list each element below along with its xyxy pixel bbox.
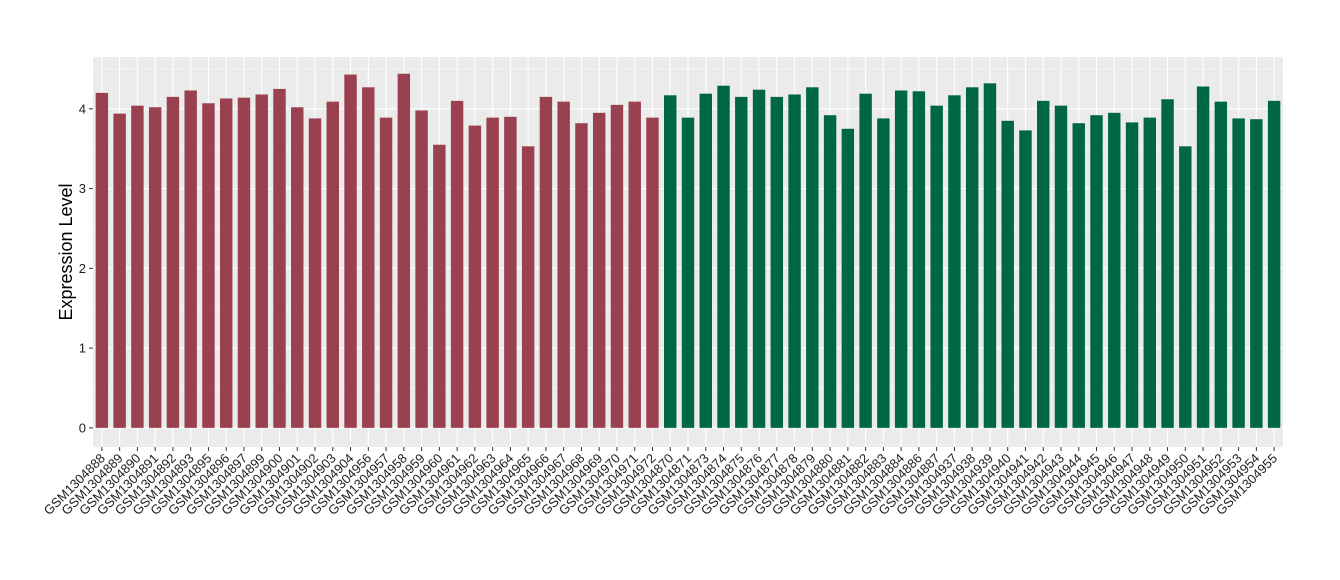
bar-GSM1304961 <box>450 100 464 428</box>
bar-GSM1304901 <box>291 107 304 428</box>
bar-GSM1304956 <box>362 87 375 428</box>
bar-GSM1304945 <box>1090 115 1103 428</box>
bar-GSM1304892 <box>166 96 180 428</box>
bar-GSM1304954 <box>1250 119 1263 428</box>
bar-GSM1304964 <box>504 116 517 428</box>
y-tick-label: 0 <box>79 420 86 435</box>
bar-GSM1304971 <box>628 101 641 428</box>
bar-GSM1304886 <box>912 91 926 428</box>
bar-GSM1304950 <box>1179 146 1192 428</box>
bar-GSM1304953 <box>1232 118 1245 428</box>
bar-GSM1304897 <box>237 97 251 428</box>
x-axis: GSM1304888GSM1304889GSM1304890GSM1304891… <box>41 447 1280 518</box>
bar-GSM1304890 <box>131 105 144 428</box>
y-tick-label: 1 <box>79 341 86 356</box>
bar-GSM1304942 <box>1037 100 1050 428</box>
bar-GSM1304952 <box>1214 101 1228 428</box>
bar-GSM1304878 <box>788 94 801 428</box>
bar-GSM1304955 <box>1267 100 1281 428</box>
bar-GSM1304949 <box>1161 99 1174 428</box>
bar-GSM1304879 <box>806 87 819 428</box>
bar-GSM1304966 <box>539 96 553 428</box>
bar-GSM1304884 <box>894 90 908 428</box>
bar-GSM1304896 <box>219 98 233 428</box>
bar-GSM1304937 <box>948 95 961 428</box>
bar-GSM1304895 <box>202 103 215 428</box>
bar-GSM1304944 <box>1072 123 1085 428</box>
bar-GSM1304943 <box>1054 105 1068 428</box>
bar-GSM1304871 <box>681 117 695 428</box>
bar-GSM1304958 <box>397 73 411 428</box>
bar-GSM1304951 <box>1196 86 1210 428</box>
bar-GSM1304888 <box>95 92 109 428</box>
bar-GSM1304948 <box>1143 117 1157 428</box>
bar-GSM1304947 <box>1125 122 1139 428</box>
bar-GSM1304962 <box>468 125 482 428</box>
bar-GSM1304870 <box>664 95 677 428</box>
bar-GSM1304877 <box>770 96 784 428</box>
bar-GSM1304967 <box>557 101 570 428</box>
bar-GSM1304960 <box>433 144 446 428</box>
bar-GSM1304903 <box>326 101 339 428</box>
bar-GSM1304939 <box>983 83 997 428</box>
y-axis-label: Expression Level <box>56 183 76 320</box>
bar-GSM1304875 <box>735 96 748 428</box>
bar-GSM1304891 <box>148 107 162 428</box>
bar-GSM1304876 <box>752 89 766 428</box>
bar-GSM1304972 <box>646 117 659 428</box>
bar-GSM1304893 <box>184 90 197 428</box>
bar-GSM1304968 <box>575 123 588 428</box>
bar-GSM1304874 <box>717 85 730 428</box>
bar-GSM1304938 <box>965 87 979 428</box>
bars <box>95 73 1281 428</box>
bar-GSM1304882 <box>859 93 872 428</box>
bar-GSM1304969 <box>592 112 606 428</box>
bar-GSM1304873 <box>699 93 712 428</box>
bar-GSM1304941 <box>1019 130 1032 428</box>
y-tick-label: 2 <box>79 261 86 276</box>
bar-GSM1304887 <box>930 105 943 428</box>
bar-GSM1304963 <box>486 117 499 428</box>
bar-GSM1304946 <box>1108 112 1121 428</box>
bar-GSM1304959 <box>415 110 428 428</box>
bar-GSM1304880 <box>823 115 837 428</box>
bar-GSM1304883 <box>877 118 890 428</box>
bar-GSM1304899 <box>255 94 268 428</box>
y-axis: 0 1 2 3 4 <box>79 101 93 435</box>
y-tick-label: 3 <box>79 181 86 196</box>
bar-GSM1304940 <box>1001 120 1014 428</box>
bar-GSM1304965 <box>521 146 535 428</box>
bar-GSM1304970 <box>610 104 624 428</box>
bar-GSM1304900 <box>273 88 286 428</box>
y-tick-label: 4 <box>79 101 86 116</box>
bar-GSM1304957 <box>379 117 393 428</box>
bar-GSM1304889 <box>113 113 126 428</box>
bar-GSM1304902 <box>308 118 322 428</box>
bar-GSM1304881 <box>841 128 855 428</box>
bar-GSM1304904 <box>344 74 357 428</box>
